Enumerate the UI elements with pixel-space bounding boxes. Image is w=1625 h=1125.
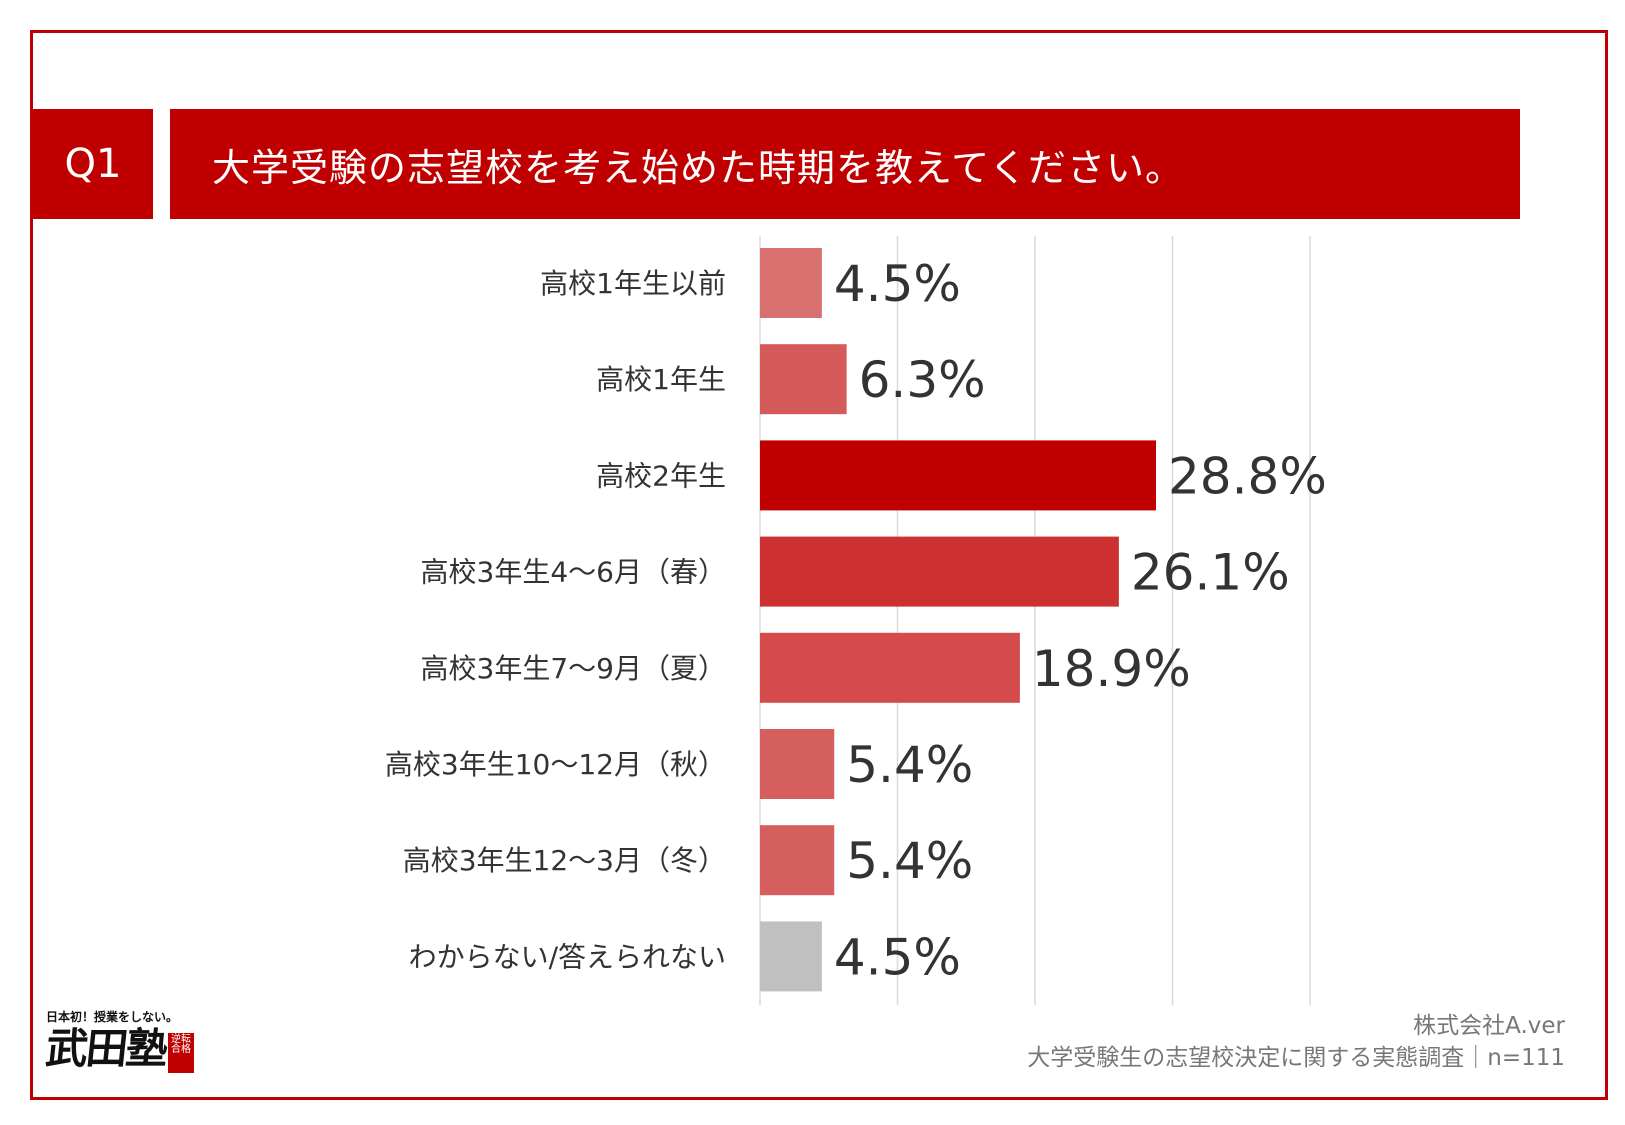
category-label: 高校2年生	[596, 459, 726, 492]
bar	[760, 825, 835, 896]
bar	[760, 344, 847, 415]
question-title: 大学受験の志望校を考え始めた時期を教えてください。	[170, 109, 1520, 219]
bar	[760, 921, 822, 992]
bar	[760, 248, 822, 318]
slide-frame: Q1 大学受験の志望校を考え始めた時期を教えてください。	[30, 30, 1608, 1100]
logo-name: 武田塾	[43, 1024, 169, 1073]
bar	[760, 729, 835, 799]
value-label: 28.8%	[1168, 447, 1327, 505]
footer-company: 株式会社A.ver	[1413, 1013, 1565, 1039]
value-label: 26.1%	[1131, 544, 1290, 602]
value-label: 6.3%	[859, 351, 986, 409]
footer-survey: 大学受験生の志望校決定に関する実態調査｜n=111	[1027, 1045, 1565, 1071]
value-label: 5.4%	[846, 736, 973, 794]
bar	[760, 440, 1156, 511]
logo-tagline: 日本初！授業をしない。	[46, 1010, 179, 1024]
bar	[760, 536, 1119, 607]
value-label: 4.5%	[834, 255, 961, 313]
category-label: 高校3年生4〜6月（春）	[421, 556, 726, 589]
value-label: 4.5%	[834, 928, 961, 986]
value-label: 5.4%	[846, 832, 973, 890]
category-label: 高校1年生以前	[540, 267, 726, 300]
logo-stamp: 逆転合格	[168, 1033, 195, 1073]
bar	[760, 632, 1020, 703]
category-label: 高校3年生7〜9月（夏）	[421, 652, 726, 685]
question-badge: Q1	[33, 109, 153, 219]
category-label: 高校3年生10〜12月（秋）	[385, 748, 726, 781]
category-label: わからない/答えられない	[409, 940, 726, 973]
footer: 株式会社A.ver 大学受験生の志望校決定に関する実態調査｜n=111	[1027, 1010, 1565, 1074]
category-label: 高校1年生	[596, 363, 726, 396]
brand-logo: 日本初！授業をしない。 武田塾 逆転合格	[43, 1008, 206, 1088]
category-label: 高校3年生12〜3月（冬）	[403, 844, 726, 877]
value-label: 18.9%	[1032, 640, 1191, 698]
